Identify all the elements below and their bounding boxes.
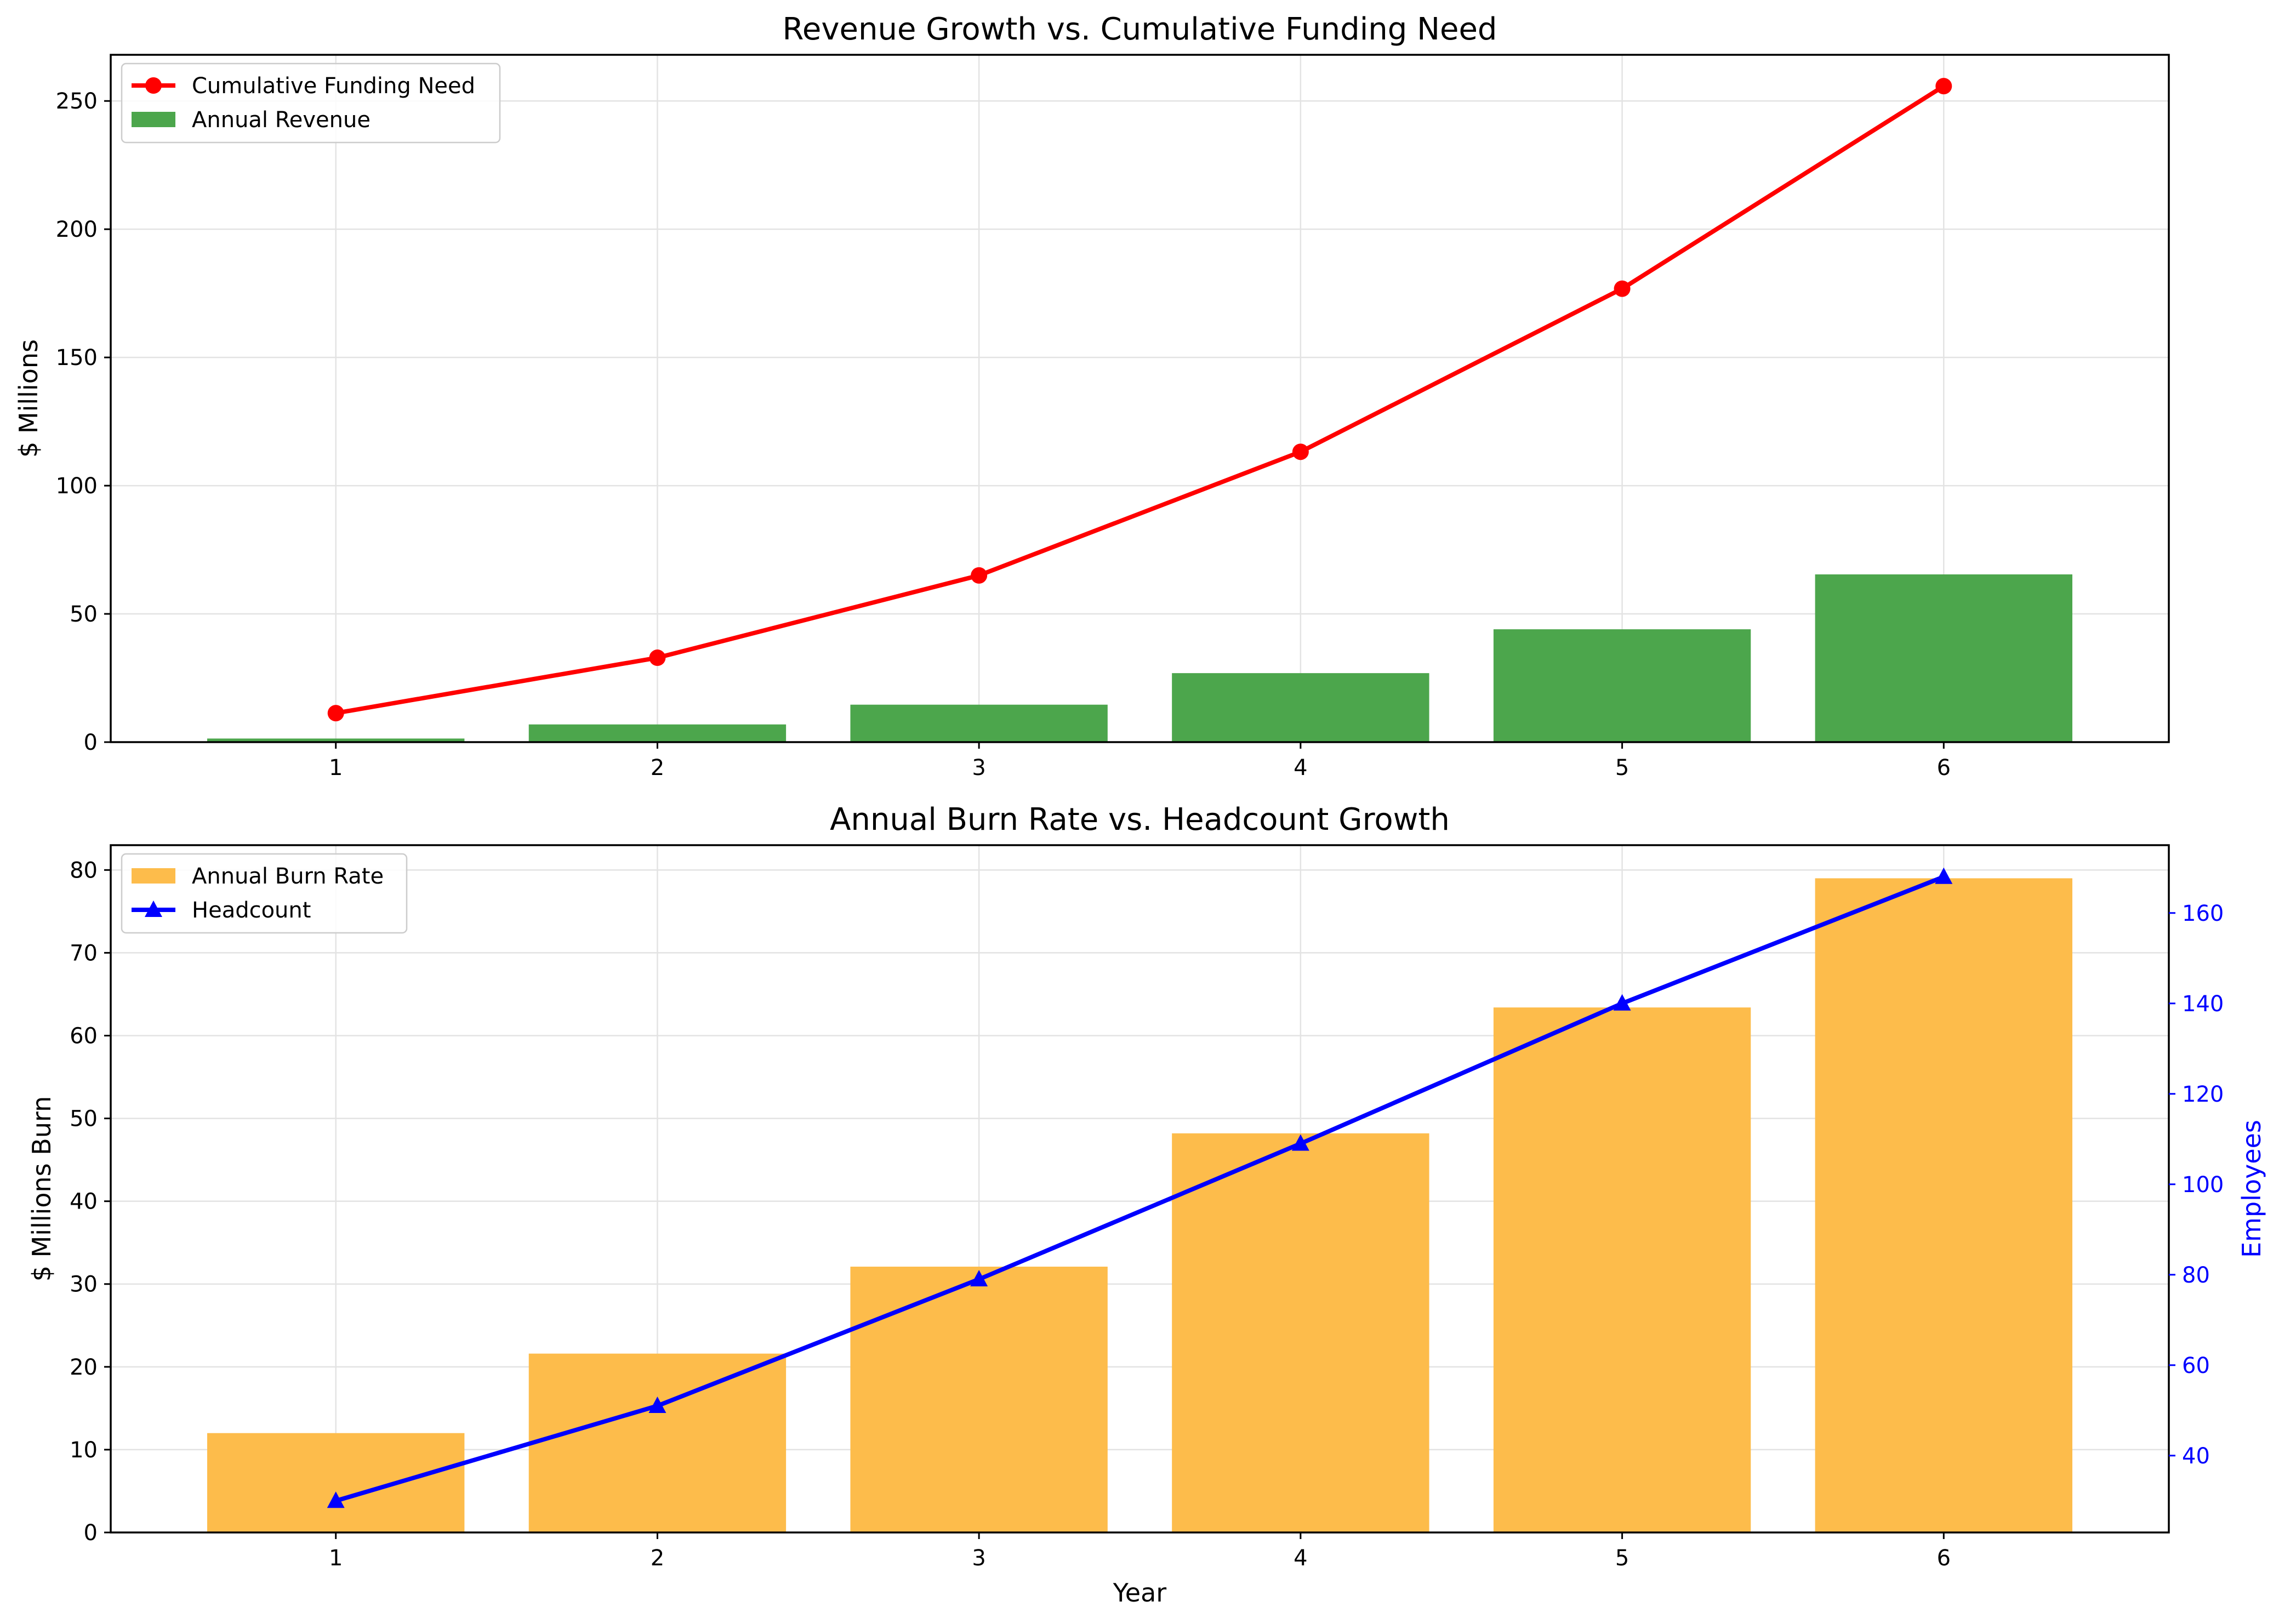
x-axis-label: Year: [1113, 1578, 1166, 1608]
y-tick-label: 50: [70, 1107, 98, 1132]
y-tick-label: 150: [56, 345, 98, 371]
x-tick-label: 3: [972, 1546, 985, 1571]
x-axis-ticks: 1 2 3 4 5 6: [329, 742, 1951, 780]
y-tick-label: 200: [56, 217, 98, 242]
legend-label: Annual Revenue: [192, 107, 371, 133]
bar: [528, 724, 787, 742]
chart-title: Annual Burn Rate vs. Headcount Growth: [830, 802, 1450, 837]
legend-swatch: [132, 868, 175, 884]
data-point: [971, 567, 988, 584]
data-point: [327, 705, 344, 722]
data-point: [1614, 280, 1631, 297]
legend: Annual Burn Rate Headcount: [121, 853, 408, 934]
x-tick-label: 1: [329, 1546, 343, 1571]
y-tick-label: 250: [56, 89, 98, 114]
data-point: [1292, 443, 1309, 460]
y-axis-ticks: 0 10 20 30 40 50 60 70 80: [70, 858, 111, 1546]
legend-label: Cumulative Funding Need: [192, 73, 475, 99]
bar: [1493, 1007, 1751, 1532]
chart-title: Revenue Growth vs. Cumulative Funding Ne…: [783, 12, 1497, 47]
bar: [1172, 673, 1429, 742]
legend-box: [121, 853, 408, 934]
y2-tick-label: 120: [2182, 1082, 2224, 1107]
y2-tick-label: 100: [2182, 1172, 2224, 1198]
chart-revenue-vs-funding: 1 2 3 4 5 6 0 50 100 150 200 250 Revenue Growth vs…: [14, 12, 2170, 780]
revenue-bars: [207, 574, 2072, 742]
y2-axis-label: Employees: [2237, 1120, 2266, 1258]
bar: [850, 704, 1108, 742]
y-axis-label: $ Millions: [14, 339, 43, 458]
bar: [1815, 878, 2072, 1532]
bar: [1172, 1133, 1429, 1532]
y-tick-label: 20: [70, 1355, 98, 1380]
y-axis-label: $ Millions Burn: [27, 1096, 56, 1282]
chart-burn-vs-headcount: 1 2 3 4 5 6 0 10 20 30 40 50 60 70 80 40 60 80 100 120 140…: [27, 802, 2266, 1608]
x-axis-ticks: 1 2 3 4 5 6: [329, 1532, 1951, 1571]
data-point: [649, 649, 666, 666]
y-tick-label: 100: [56, 474, 98, 499]
y-tick-label: 50: [70, 602, 98, 627]
y-tick-label: 60: [70, 1023, 98, 1049]
series-line: [335, 875, 1945, 1503]
plot-frame: [110, 54, 2170, 743]
series-line: [335, 84, 1945, 716]
x-tick-label: 2: [651, 755, 664, 780]
y-tick-label: 0: [84, 1520, 98, 1546]
y2-tick-label: 60: [2182, 1353, 2210, 1378]
y-tick-label: 10: [70, 1438, 98, 1463]
legend-box: [121, 62, 501, 144]
bar: [207, 738, 465, 742]
funding-line: [327, 78, 1952, 722]
data-point: [1935, 78, 1952, 95]
y2-tick-label: 80: [2182, 1263, 2210, 1288]
legend-label: Headcount: [192, 898, 311, 923]
x-tick-label: 1: [329, 755, 343, 780]
bar: [207, 1433, 465, 1532]
data-point: [1613, 994, 1631, 1011]
bar: [1493, 629, 1751, 742]
legend-marker: [145, 77, 162, 94]
x-tick-label: 2: [651, 1546, 664, 1571]
data-point: [1291, 1134, 1309, 1151]
x-tick-label: 5: [1615, 755, 1629, 780]
x-tick-label: 6: [1937, 1546, 1951, 1571]
y-tick-label: 70: [70, 941, 98, 966]
data-point: [327, 1491, 345, 1508]
y2-axis-ticks: 40 60 80 100 120 140 160: [2169, 901, 2224, 1469]
y-tick-label: 40: [70, 1189, 98, 1215]
x-tick-label: 3: [972, 755, 985, 780]
y2-tick-label: 140: [2182, 992, 2224, 1017]
x-tick-label: 6: [1937, 755, 1951, 780]
x-tick-label: 5: [1615, 1546, 1629, 1571]
y-tick-label: 80: [70, 858, 98, 883]
x-tick-label: 4: [1294, 1546, 1307, 1571]
y2-tick-label: 40: [2182, 1444, 2210, 1469]
bar: [528, 1353, 787, 1532]
y-axis-ticks: 0 50 100 150 200 250: [56, 89, 111, 755]
bar: [850, 1267, 1108, 1532]
legend-marker: [145, 901, 162, 917]
y-tick-label: 30: [70, 1272, 98, 1297]
x-tick-label: 4: [1294, 755, 1307, 780]
bar: [1815, 574, 2072, 742]
legend-label: Annual Burn Rate: [192, 864, 384, 889]
data-point: [648, 1397, 666, 1413]
plot-frame: [110, 844, 2170, 1534]
headcount-line: [327, 867, 1953, 1508]
legend: Cumulative Funding Need Annual Revenue: [121, 62, 501, 144]
data-point: [970, 1270, 988, 1286]
y2-tick-label: 160: [2182, 901, 2224, 926]
data-point: [1935, 867, 1953, 884]
y-tick-label: 0: [84, 730, 98, 755]
legend-swatch: [132, 112, 175, 127]
